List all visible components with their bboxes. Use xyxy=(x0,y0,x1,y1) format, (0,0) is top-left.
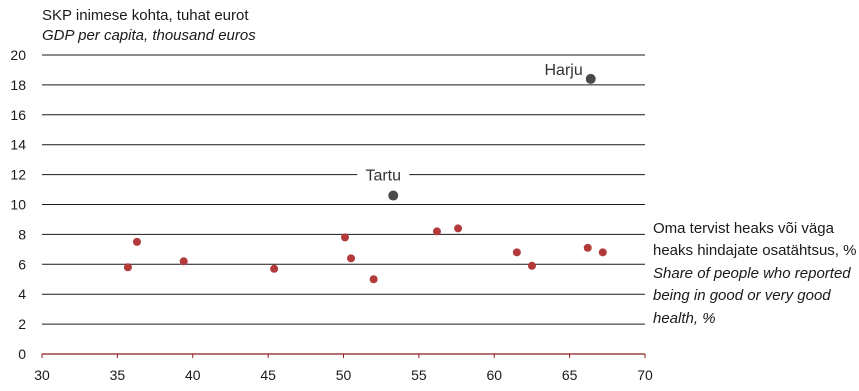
x-axis-title-english: Share of people who reported being in go… xyxy=(653,264,851,327)
x-tick-labels: 30 35 40 45 50 55 60 65 70 xyxy=(34,354,653,383)
y-tick-labels: 0 2 4 6 8 10 12 14 16 18 20 xyxy=(10,47,26,362)
label-bg-harju xyxy=(535,57,586,80)
data-point xyxy=(123,263,132,272)
y-tick-4: 4 xyxy=(18,286,26,302)
x-tick-30: 30 xyxy=(34,367,50,383)
x-tick-65: 65 xyxy=(562,367,578,383)
data-point xyxy=(347,254,356,263)
x-tick-50: 50 xyxy=(336,367,352,383)
x-tick-40: 40 xyxy=(185,367,201,383)
data-point xyxy=(341,233,350,242)
x-tick-55: 55 xyxy=(411,367,427,383)
data-point xyxy=(432,227,441,236)
data-point xyxy=(270,264,279,273)
y-tick-14: 14 xyxy=(10,137,26,153)
y-tick-10: 10 xyxy=(10,197,26,213)
x-tick-60: 60 xyxy=(486,367,502,383)
point-label-tartu: Tartu xyxy=(365,168,401,185)
y-tick-0: 0 xyxy=(18,346,26,362)
data-point-tartu xyxy=(388,190,399,201)
data-point-harju xyxy=(585,73,596,84)
y-axis-title: SKP inimese kohta, tuhat eurot xyxy=(42,7,249,24)
x-tick-70: 70 xyxy=(637,367,653,383)
x-tick-35: 35 xyxy=(110,367,126,383)
data-points xyxy=(123,73,607,284)
y-tick-20: 20 xyxy=(10,47,26,63)
data-point xyxy=(512,248,521,257)
y-tick-8: 8 xyxy=(18,226,26,242)
data-point xyxy=(369,275,378,284)
data-point xyxy=(179,257,188,266)
x-axis-title-block: Oma tervist heaks või väga heaks hindaja… xyxy=(653,218,857,330)
data-point xyxy=(132,237,141,246)
data-point xyxy=(583,243,592,252)
y-tick-16: 16 xyxy=(10,107,26,123)
y-tick-6: 6 xyxy=(18,256,26,272)
y-tick-2: 2 xyxy=(18,316,26,332)
x-tick-45: 45 xyxy=(260,367,276,383)
y-tick-18: 18 xyxy=(10,77,26,93)
x-axis-title: Oma tervist heaks või väga heaks hindaja… xyxy=(653,220,857,260)
gridlines xyxy=(42,54,645,355)
data-point xyxy=(598,248,607,257)
data-point xyxy=(527,261,536,270)
point-label-harju: Harju xyxy=(544,62,582,79)
point-labels: Tartu Harju xyxy=(357,57,586,185)
label-bg-tartu xyxy=(357,162,410,185)
y-tick-12: 12 xyxy=(10,167,26,183)
data-point xyxy=(454,224,463,233)
y-axis-title-english: GDP per capita, thousand euros xyxy=(42,27,256,44)
